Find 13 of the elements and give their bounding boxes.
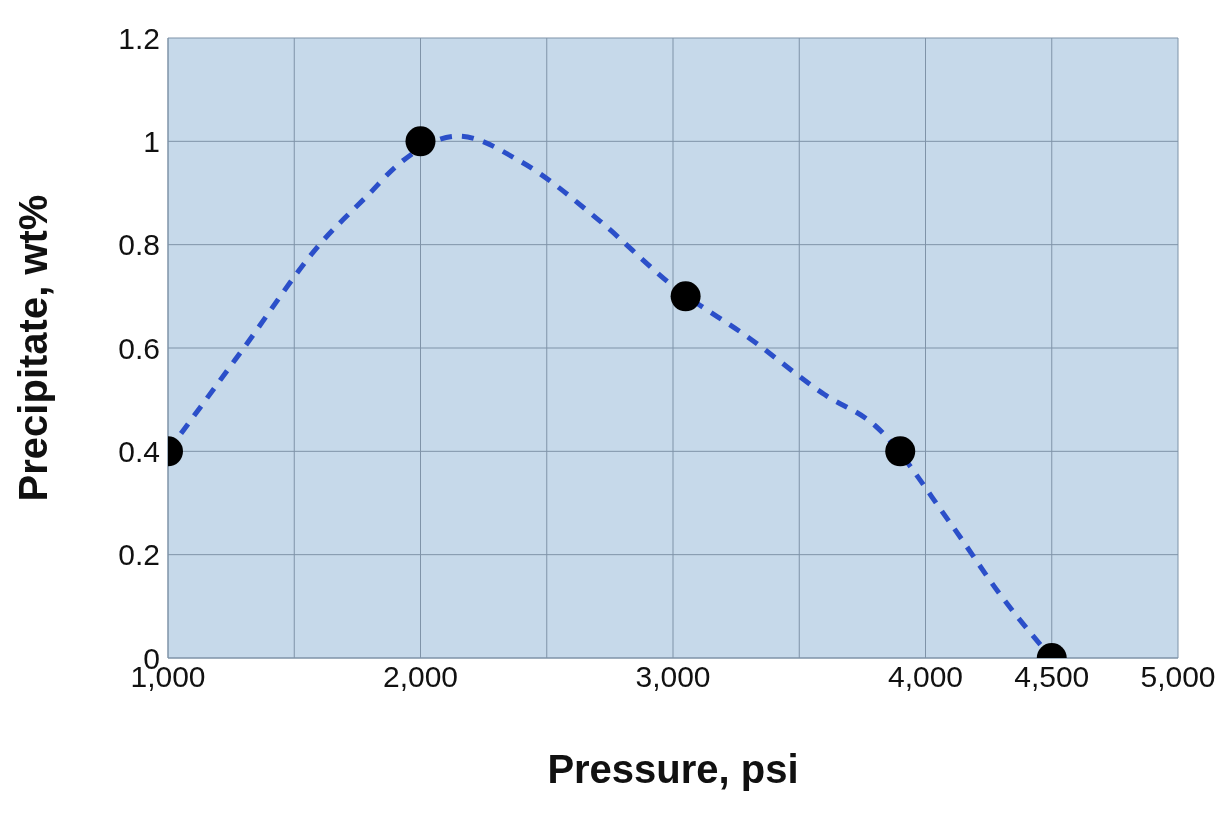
y-tick-label: 1 xyxy=(143,124,160,158)
x-tick-label: 3,000 xyxy=(635,660,711,694)
x-axis-title: Pressure, psi xyxy=(547,747,799,791)
x-tick-label: 2,000 xyxy=(382,660,459,694)
y-tick-label: 0.8 xyxy=(118,228,160,262)
y-tick-label: 0.4 xyxy=(118,434,160,468)
x-tick-label: 5,000 xyxy=(1140,660,1216,694)
y-axis-title: Precipitate, wt% xyxy=(11,194,56,502)
y-tick-label: 1.2 xyxy=(118,21,160,55)
x-tick-label: 4,000 xyxy=(887,660,964,694)
y-tick-label: 0.2 xyxy=(118,538,160,572)
x-tick-label: 4,500 xyxy=(1014,660,1090,694)
y-tick-label: 0.6 xyxy=(118,331,160,365)
